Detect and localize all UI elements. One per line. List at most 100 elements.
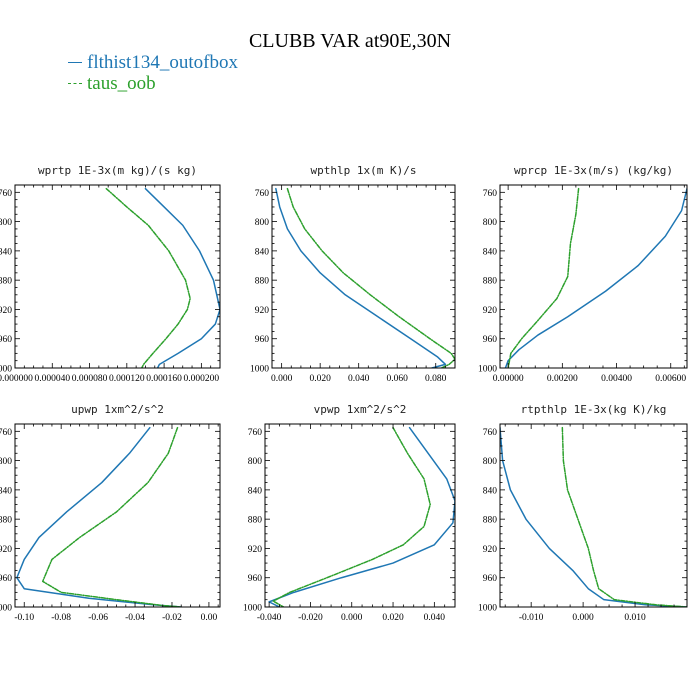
xtick-label-upwp-4: -0.02 [162,613,182,623]
xtick-label-rtpthlp-2: 0.010 [624,613,646,623]
figure-title: CLUBB VAR at90E,30N [248,30,452,52]
series-line-wpthlp-1 [275,187,447,368]
ytick-label-wprtp-5: 960 [0,335,12,345]
xtick-label-vpwp-4: 0.040 [424,613,446,623]
xtick-label-wprtp-3: 0.000120 [109,374,145,384]
ytick-label-wpthlp-2: 840 [255,247,270,257]
series-line-upwp-1 [16,426,182,607]
ytick-label-wpthlp-5: 960 [255,335,270,345]
panel-wprtp: wprtp 1E-3x(m kg)/(s kg) 760 800 840 880 920 9… [0,164,221,384]
xtick-label-vpwp-0: -0.040 [257,613,282,623]
legend-label-series-1: flthist134_outofbox [87,52,238,73]
ytick-label-wprtp-4: 920 [0,306,12,316]
ytick-label-upwp-4: 920 [0,545,12,555]
ytick-label-vpwp-6: 1000 [243,604,262,614]
xtick-label-wpthlp-2: 0.040 [348,374,370,384]
ytick-label-vpwp-0: 760 [248,428,263,438]
ytick-label-rtpthlp-6: 1000 [478,604,497,614]
ytick-label-wprcp-5: 960 [483,335,498,345]
xtick-label-rtpthlp-0: -0.010 [519,613,544,623]
xtick-label-upwp-5: 0.00 [201,613,218,623]
ytick-label-wpthlp-1: 800 [255,218,270,228]
ytick-label-upwp-6: 1000 [0,604,12,614]
ytick-label-wpthlp-6: 1000 [250,365,269,375]
panel-title-rtpthlp: rtpthlp 1E-3x(kg K)/kg [521,403,667,416]
ytick-label-rtpthlp-4: 920 [483,545,498,555]
xtick-label-vpwp-1: -0.020 [298,613,323,623]
ytick-label-wprcp-6: 1000 [478,365,497,375]
ytick-label-rtpthlp-5: 960 [483,574,498,584]
xtick-label-wpthlp-1: 0.020 [309,374,331,384]
panel-title-wprcp: wprcp 1E-3x(m/s) (kg/kg) [514,164,673,177]
series-line-wprcp-1 [504,187,687,368]
ytick-label-wprtp-1: 800 [0,218,12,228]
xtick-label-upwp-3: -0.04 [125,613,145,623]
panel-frame-wpthlp [271,184,456,369]
ytick-label-vpwp-1: 800 [248,457,263,467]
xtick-label-wprtp-4: 0.000160 [146,374,182,384]
legend-label-series-2: taus_oob [87,73,156,94]
legend-item-series-2: taus_oob [68,73,238,94]
ytick-label-vpwp-5: 960 [248,574,263,584]
xtick-label-wpthlp-4: 0.080 [425,374,447,384]
legend-item-series-1: flthist134_outofbox [68,52,238,73]
panel-title-vpwp: vpwp 1xm^2/s^2 [314,403,407,416]
xtick-label-upwp-2: -0.06 [88,613,108,623]
panel-frame-wprtp [14,184,221,369]
xtick-label-upwp-0: -0.10 [14,613,34,623]
legend-swatch-series-1 [68,62,82,63]
xtick-label-wprcp-0: 0.00000 [493,374,524,384]
series-line-upwp-2 [41,426,182,607]
xtick-label-wprcp-2: 0.00400 [601,374,632,384]
panel-wpthlp: wpthlp 1x(m K)/s76080084088092096010000.… [250,164,456,384]
ytick-label-vpwp-3: 880 [248,516,263,526]
ytick-label-upwp-5: 960 [0,574,12,584]
panel-title-wprtp: wprtp 1E-3x(m kg)/(s kg) [38,164,197,177]
panel-vpwp: vpwp 1xm^2/s^27608008408809209601000-0.0… [243,403,456,623]
ytick-label-wprtp-0: 760 [0,189,12,199]
ytick-label-wprcp-1: 800 [483,218,498,228]
xtick-label-wprtp-5: 0.000200 [184,374,220,384]
ytick-label-wprcp-3: 880 [483,277,498,287]
ytick-label-wprtp-2: 840 [0,247,12,257]
xtick-label-wprtp-1: 0.000040 [34,374,70,384]
series-line-rtpthlp-1 [500,426,687,607]
ytick-label-rtpthlp-1: 800 [483,457,498,467]
panel-frame-upwp [14,423,221,608]
panel-frame-rtpthlp [499,423,688,608]
panel-rtpthlp: rtpthlp 1E-3x(kg K)/kg 760 800 840 880 920 960… [478,403,688,623]
ytick-label-wprtp-3: 880 [0,277,12,287]
ytick-label-upwp-3: 880 [0,516,12,526]
panel-title-upwp: upwp 1xm^2/s^2 [71,403,164,416]
ytick-label-wprcp-4: 920 [483,306,498,316]
series-line-vpwp-1 [268,426,455,607]
xtick-label-wpthlp-0: 0.000 [271,374,293,384]
ytick-label-wpthlp-3: 880 [255,277,270,287]
series-line-wprtp-1 [144,187,220,368]
xtick-label-rtpthlp-1: 0.000 [572,613,594,623]
series-line-wprtp-2 [105,187,191,368]
xtick-label-wprcp-1: 0.00200 [547,374,578,384]
xtick-label-vpwp-3: 0.020 [382,613,404,623]
xtick-label-wprtp-2: 0.000080 [72,374,108,384]
legend-swatch-series-2 [68,83,82,84]
series-line-wpthlp-2 [286,187,455,368]
series-line-wprcp-2 [507,187,580,368]
panel-frame-vpwp [264,423,456,608]
ytick-label-rtpthlp-0: 760 [483,428,498,438]
ytick-label-wpthlp-4: 920 [255,306,270,316]
panel-title-wpthlp: wpthlp 1x(m K)/s [311,164,417,177]
ytick-label-wprtp-6: 1000 [0,365,12,375]
xtick-label-wprcp-3: 0.00600 [655,374,686,384]
xtick-label-wpthlp-3: 0.060 [387,374,409,384]
ytick-label-wpthlp-0: 760 [255,189,270,199]
ytick-label-upwp-1: 800 [0,457,12,467]
xtick-label-upwp-1: -0.08 [51,613,71,623]
xtick-label-vpwp-2: 0.000 [341,613,363,623]
ytick-label-rtpthlp-2: 840 [483,486,498,496]
xtick-label-wprtp-0: 0.000000 [0,374,33,384]
series-line-vpwp-2 [272,426,431,607]
ytick-label-vpwp-4: 920 [248,545,263,555]
ytick-label-wprcp-0: 760 [483,189,498,199]
